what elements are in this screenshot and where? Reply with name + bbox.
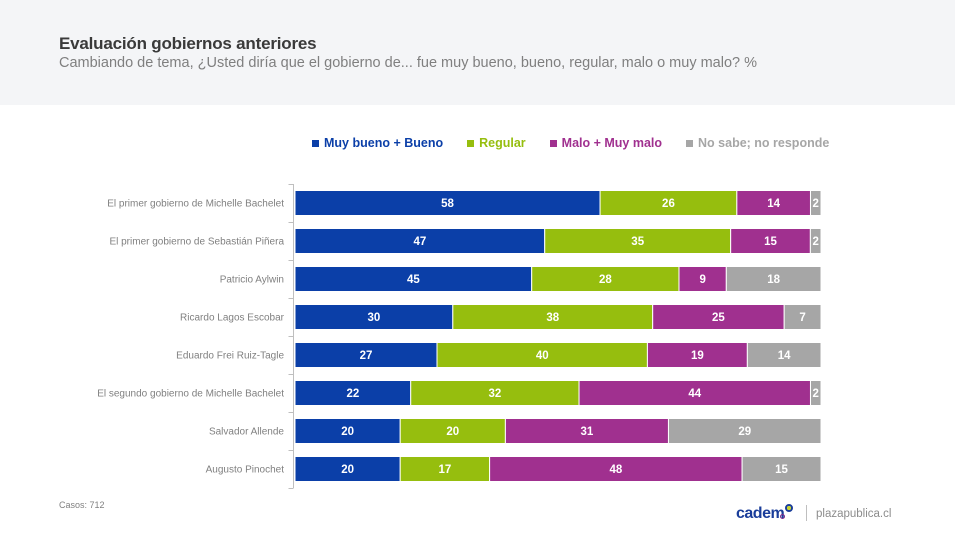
data-label: 40 <box>536 350 549 362</box>
logo-small-circle-icon <box>780 514 785 519</box>
data-label: 47 <box>413 236 426 248</box>
category-label: Eduardo Frei Ruiz-Tagle <box>176 351 284 362</box>
data-label: 45 <box>407 274 420 286</box>
data-label: 14 <box>778 350 791 362</box>
data-label: 26 <box>662 198 675 210</box>
data-label: 18 <box>767 274 780 286</box>
data-label: 48 <box>609 464 622 476</box>
chart-title: Evaluación gobiernos anteriores <box>59 34 317 53</box>
bar-segment <box>452 304 654 330</box>
bar-segment <box>294 418 401 444</box>
data-label: 2 <box>813 388 819 400</box>
logo-dot-icon <box>787 506 791 510</box>
logo-circle-icon <box>785 504 793 512</box>
data-label: 35 <box>631 236 644 248</box>
bar-segment <box>294 380 412 406</box>
data-label: 22 <box>346 388 359 400</box>
bar-segment <box>489 456 743 482</box>
data-label: 19 <box>691 350 704 362</box>
chart-subtitle: Cambiando de tema, ¿Usted diría que el g… <box>59 55 758 71</box>
data-label: 9 <box>699 274 705 286</box>
bar-segment <box>294 266 533 292</box>
bar-segment <box>746 342 822 368</box>
legend-swatch-icon <box>549 139 557 147</box>
cadem-logo: cadem <box>736 505 785 522</box>
bar-segment <box>399 456 491 482</box>
data-label: 2 <box>812 236 818 248</box>
data-label: 27 <box>360 350 373 362</box>
legend-swatch-icon <box>467 139 475 147</box>
data-label: 44 <box>688 388 701 400</box>
data-label: 29 <box>738 426 751 438</box>
data-label: 25 <box>712 312 725 324</box>
bar-segment <box>652 304 785 330</box>
legend-swatch-icon <box>312 139 319 147</box>
legend-item: Malo + Muy malo <box>549 136 663 150</box>
data-label: 31 <box>581 426 594 438</box>
legend-swatch-icon <box>686 139 694 147</box>
legend-item: No sabe; no responde <box>686 136 829 150</box>
data-label: 7 <box>799 312 805 324</box>
legend-item: Muy bueno + Bueno <box>312 136 443 150</box>
bar-segment <box>399 418 506 444</box>
data-label: 32 <box>488 388 501 400</box>
bar-segment <box>809 228 822 254</box>
bar-segment <box>599 190 738 216</box>
site-link[interactable]: plazapublica.cl <box>816 508 892 520</box>
category-label: Patricio Aylwin <box>220 275 284 286</box>
bar-segment <box>678 266 727 292</box>
data-label: 20 <box>446 426 459 438</box>
category-label: El primer gobierno de Sebastián Piñera <box>109 237 284 248</box>
category-label: El primer gobierno de Michelle Bachelet <box>107 199 284 210</box>
bar-segment <box>294 190 601 216</box>
bar-segment <box>294 456 401 482</box>
category-label: El segundo gobierno de Michelle Bachelet <box>97 389 284 400</box>
bar-segment <box>783 304 822 330</box>
cases-note: Casos: 712 <box>59 500 105 510</box>
bar-segment <box>667 418 822 444</box>
data-label: 58 <box>441 198 454 210</box>
data-label: 15 <box>775 464 788 476</box>
legend-label: Malo + Muy malo <box>561 136 663 150</box>
bar-segment <box>531 266 680 292</box>
bar-segment <box>294 228 546 254</box>
bar-segment <box>725 266 822 292</box>
legend-item: Regular <box>467 136 526 150</box>
legend-label: No sabe; no responde <box>698 136 830 150</box>
category-label: Salvador Allende <box>209 427 284 438</box>
bar-segment <box>730 228 811 254</box>
bar-segment <box>809 190 822 216</box>
footer-divider <box>806 505 807 521</box>
legend-label: Muy bueno + Bueno <box>324 136 444 150</box>
data-label: 2 <box>813 198 819 210</box>
bar-segment <box>809 380 822 406</box>
category-label: Ricardo Lagos Escobar <box>180 313 285 324</box>
data-label: 20 <box>341 426 354 438</box>
data-label: 38 <box>546 312 559 324</box>
legend-label: Regular <box>479 136 526 150</box>
data-label: 30 <box>368 312 381 324</box>
bar-segment <box>578 380 811 406</box>
data-label: 15 <box>764 236 777 248</box>
data-label: 20 <box>341 464 354 476</box>
legend: Muy bueno + Bueno Regular Malo + Muy malo N… <box>312 136 853 150</box>
category-label: Augusto Pinochet <box>206 465 285 476</box>
header-band: Evaluación gobiernos anteriores Cambiand… <box>0 0 955 105</box>
data-label: 17 <box>439 464 452 476</box>
bar-segment <box>436 342 648 368</box>
data-label: 14 <box>767 198 780 210</box>
data-label: 28 <box>599 274 612 286</box>
bar-segment <box>741 456 822 482</box>
